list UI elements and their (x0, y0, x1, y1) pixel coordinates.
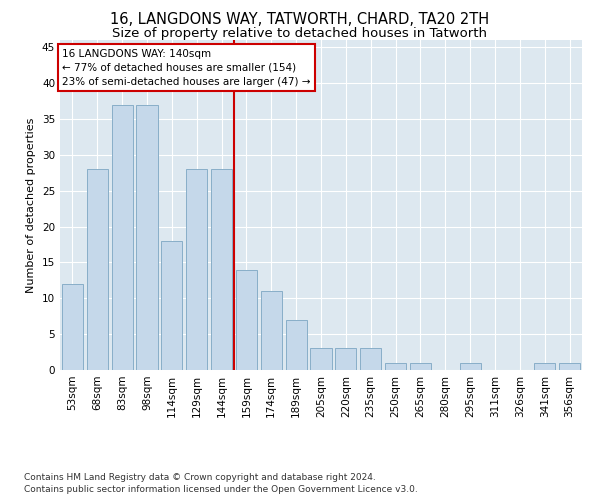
Bar (236, 270, 257, 370)
Bar (62, 284, 83, 370)
Text: Contains HM Land Registry data © Crown copyright and database right 2024.: Contains HM Land Registry data © Crown c… (24, 472, 376, 482)
Bar (310, 348, 332, 370)
Bar (534, 363, 555, 370)
Bar (385, 363, 406, 370)
Bar (186, 169, 207, 370)
Text: Size of property relative to detached houses in Tatworth: Size of property relative to detached ho… (113, 28, 487, 40)
Bar (112, 104, 133, 370)
Text: 16 LANGDONS WAY: 140sqm
← 77% of detached houses are smaller (154)
23% of semi-d: 16 LANGDONS WAY: 140sqm ← 77% of detache… (62, 48, 311, 86)
Bar (211, 169, 232, 370)
Text: 16, LANGDONS WAY, TATWORTH, CHARD, TA20 2TH: 16, LANGDONS WAY, TATWORTH, CHARD, TA20 … (110, 12, 490, 28)
Bar (559, 363, 580, 370)
Bar (460, 363, 481, 370)
Bar (360, 348, 381, 370)
Bar (136, 104, 158, 370)
Text: Contains public sector information licensed under the Open Government Licence v3: Contains public sector information licen… (24, 485, 418, 494)
Y-axis label: Number of detached properties: Number of detached properties (26, 118, 37, 292)
Bar (161, 241, 182, 370)
Bar (261, 291, 282, 370)
Bar (335, 348, 356, 370)
Bar (410, 363, 431, 370)
Bar (87, 169, 108, 370)
Bar (286, 320, 307, 370)
